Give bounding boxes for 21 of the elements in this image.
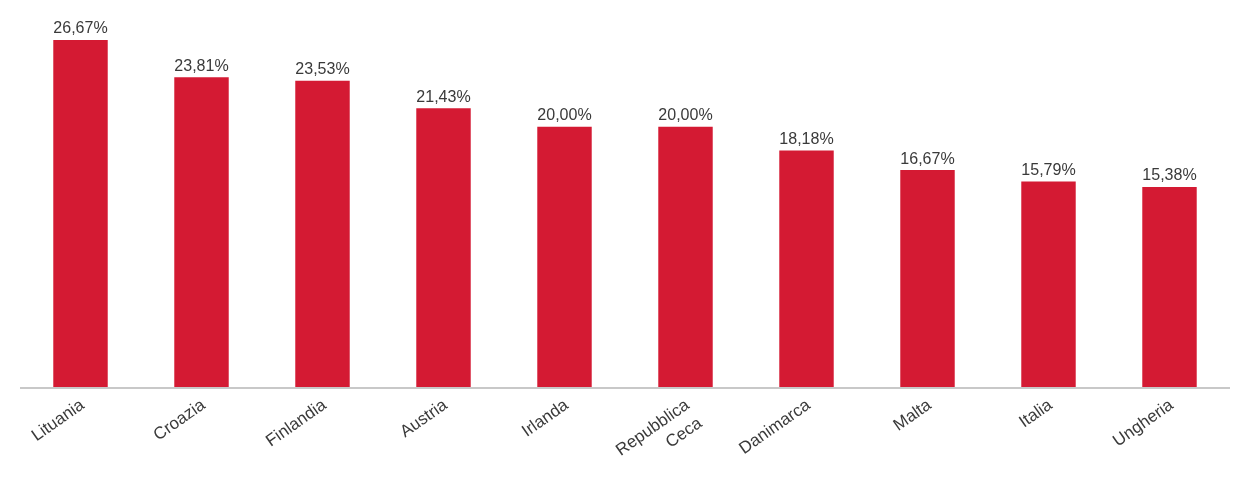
bar — [537, 126, 592, 387]
data-label: 20,00% — [658, 105, 713, 124]
data-label: 23,53% — [295, 59, 350, 78]
bar — [53, 40, 108, 387]
data-label: 26,67% — [53, 18, 108, 37]
data-label: 23,81% — [174, 55, 229, 74]
data-label: 21,43% — [416, 86, 471, 105]
data-label: 15,38% — [1142, 165, 1197, 184]
bar — [1142, 186, 1197, 387]
bar — [416, 108, 471, 387]
bar — [900, 170, 955, 387]
data-label: 18,18% — [779, 128, 834, 147]
bar — [1021, 181, 1076, 387]
bar — [295, 80, 350, 387]
bar — [174, 77, 229, 387]
bar — [779, 150, 834, 387]
bar — [658, 126, 713, 387]
x-tick-label: Italia — [1015, 394, 1057, 432]
data-label: 16,67% — [900, 148, 955, 167]
data-label: 15,79% — [1021, 159, 1076, 178]
data-label: 20,00% — [537, 105, 592, 124]
